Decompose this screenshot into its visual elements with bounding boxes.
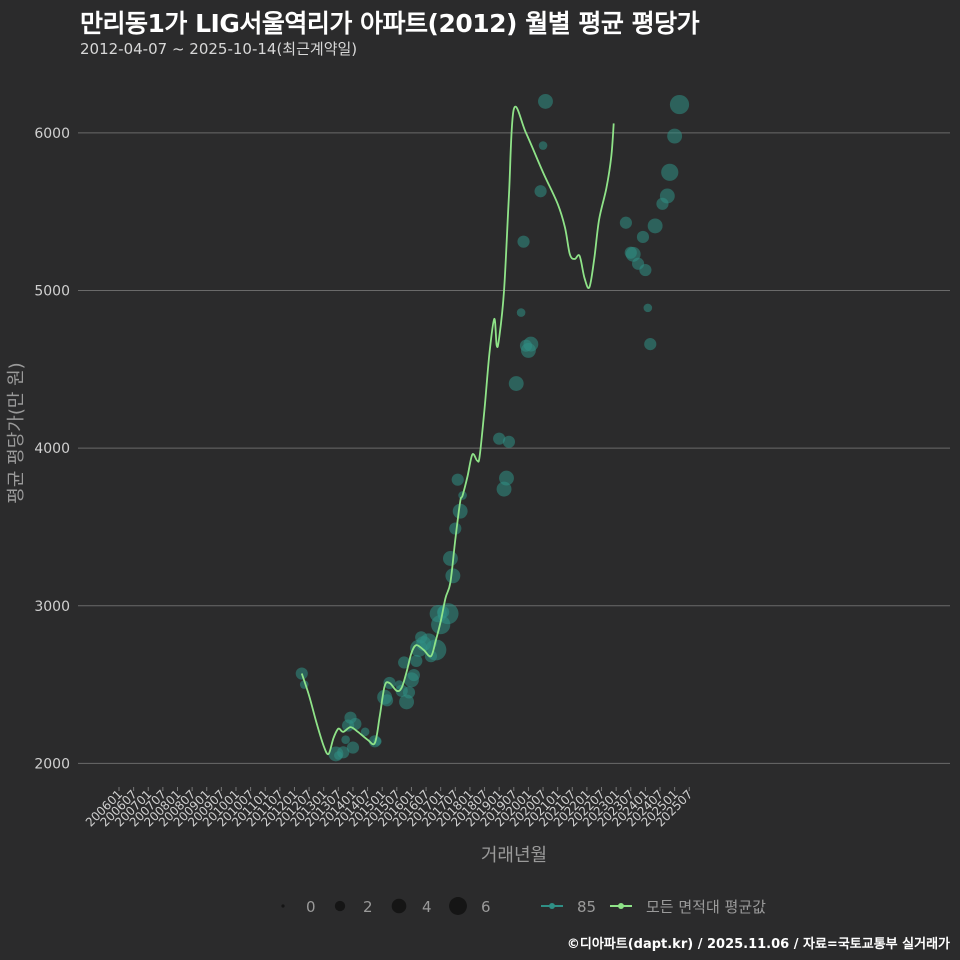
grid-lines xyxy=(78,132,950,764)
data-point xyxy=(508,376,524,391)
data-point xyxy=(360,727,370,737)
data-point xyxy=(402,686,416,699)
legend-size-marker xyxy=(391,898,407,914)
y-axis-title: 평균 평당가(만 원) xyxy=(6,362,27,503)
data-point xyxy=(442,551,458,566)
data-point xyxy=(449,522,462,535)
legend-size-label: 6 xyxy=(481,898,491,916)
data-point xyxy=(451,473,464,486)
data-point xyxy=(538,141,548,150)
y-tick-label: 6000 xyxy=(34,126,70,142)
data-point xyxy=(661,163,679,181)
legend-size-label: 4 xyxy=(422,898,432,916)
data-point xyxy=(619,216,632,229)
data-point xyxy=(636,230,650,244)
legend-size-marker xyxy=(449,897,467,915)
legend-size-marker xyxy=(281,904,285,908)
data-point xyxy=(445,568,461,584)
data-point xyxy=(407,669,420,682)
data-point xyxy=(523,336,539,352)
data-point xyxy=(643,303,653,313)
legend: 0 2 4 6 85 모든 면적대 평균값 xyxy=(281,897,766,916)
data-point xyxy=(499,470,514,486)
data-point xyxy=(349,717,362,731)
data-point xyxy=(410,654,423,667)
y-tick-label: 4000 xyxy=(34,441,70,457)
chart-subtitle: 2012-04-07 ~ 2025-10-14(최근계약일) xyxy=(80,40,358,58)
data-point xyxy=(380,694,394,707)
data-point xyxy=(337,746,350,759)
legend-series-label: 모든 면적대 평균값 xyxy=(646,898,766,916)
x-axis-title: 거래년월 xyxy=(481,845,547,866)
data-point xyxy=(659,188,675,204)
data-point xyxy=(398,656,411,669)
x-tick-labels: 2006012006072007012007072008012008072009… xyxy=(83,787,695,830)
y-tick-label: 5000 xyxy=(34,284,70,300)
data-point xyxy=(502,435,516,448)
y-tick-label: 2000 xyxy=(34,756,70,772)
y-tick-labels: 2000 3000 4000 5000 6000 xyxy=(34,126,70,772)
legend-series-marker xyxy=(549,903,555,909)
legend-size-label: 2 xyxy=(363,898,373,916)
chart-title: 만리동1가 LIG서울역리가 아파트(2012) 월별 평균 평당가 xyxy=(80,9,700,38)
legend-series-label: 85 xyxy=(577,898,596,916)
average-line xyxy=(300,105,615,756)
data-point xyxy=(667,128,683,144)
data-points xyxy=(295,93,690,762)
data-point xyxy=(538,93,553,109)
legend-size-label: 0 xyxy=(306,898,316,916)
data-point xyxy=(493,432,506,445)
source-caption: ©디아파트(dapt.kr) / 2025.11.06 / 자료=국토교통부 실… xyxy=(566,937,950,952)
data-point xyxy=(425,639,447,661)
data-point xyxy=(516,308,526,317)
data-point xyxy=(669,94,690,115)
data-point xyxy=(346,741,360,754)
legend-series-marker xyxy=(618,903,624,909)
data-point xyxy=(639,263,652,277)
data-point xyxy=(534,185,547,198)
y-tick-label: 3000 xyxy=(34,599,70,615)
legend-size-marker xyxy=(334,900,346,912)
data-point xyxy=(647,218,663,234)
data-point xyxy=(452,503,468,519)
data-point xyxy=(341,735,350,745)
data-point xyxy=(517,235,530,248)
data-point xyxy=(644,338,657,351)
